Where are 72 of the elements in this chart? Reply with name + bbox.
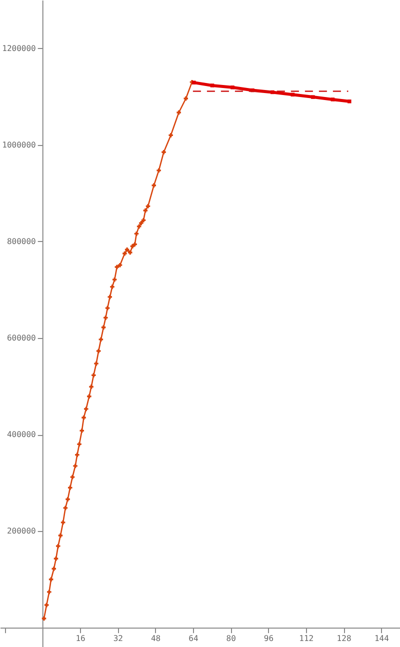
point bbox=[192, 80, 196, 84]
point bbox=[110, 284, 114, 289]
x-tick-label: 80 bbox=[226, 634, 236, 644]
point bbox=[143, 208, 148, 213]
point bbox=[168, 133, 173, 138]
x-tick-label: 32 bbox=[113, 634, 124, 644]
point bbox=[66, 497, 70, 502]
point bbox=[136, 224, 142, 229]
point bbox=[118, 262, 122, 268]
point bbox=[128, 250, 132, 255]
point bbox=[101, 325, 106, 330]
x-tick-label: 144 bbox=[374, 634, 390, 644]
point bbox=[330, 98, 335, 102]
point bbox=[87, 394, 92, 399]
point bbox=[130, 244, 135, 248]
point bbox=[92, 373, 96, 378]
point bbox=[162, 150, 166, 154]
point bbox=[75, 452, 80, 457]
point bbox=[47, 590, 52, 594]
point bbox=[58, 533, 63, 538]
y-tick-label: 400000 bbox=[6, 430, 36, 440]
y-tick-label: 1200000 bbox=[2, 44, 36, 53]
point bbox=[89, 384, 94, 389]
point bbox=[141, 218, 146, 222]
point bbox=[112, 277, 117, 282]
point bbox=[230, 86, 234, 90]
point bbox=[176, 110, 181, 115]
point bbox=[54, 556, 58, 561]
point bbox=[80, 428, 84, 433]
point bbox=[348, 100, 352, 104]
point bbox=[114, 264, 120, 270]
point bbox=[60, 520, 66, 525]
point bbox=[73, 464, 78, 468]
point bbox=[70, 474, 75, 480]
point bbox=[311, 95, 315, 99]
x-tick-label: 48 bbox=[150, 634, 161, 644]
point bbox=[124, 248, 130, 252]
x-tick-label: 112 bbox=[299, 634, 314, 644]
point bbox=[94, 361, 98, 366]
point bbox=[152, 183, 156, 188]
point bbox=[210, 84, 214, 88]
y-tick-label: 1000000 bbox=[2, 140, 36, 150]
point bbox=[63, 506, 68, 510]
point bbox=[139, 220, 144, 226]
point bbox=[98, 337, 104, 342]
point bbox=[184, 96, 188, 101]
point bbox=[42, 616, 46, 621]
point bbox=[270, 90, 274, 94]
x-tick-label: 16 bbox=[76, 634, 86, 644]
x-tick-label: 128 bbox=[336, 634, 352, 644]
x-tick-label: 96 bbox=[264, 634, 274, 644]
point bbox=[156, 168, 161, 173]
point bbox=[104, 316, 108, 320]
point bbox=[134, 232, 139, 236]
point bbox=[105, 306, 110, 310]
y-tick-label: 200000 bbox=[6, 526, 36, 536]
point bbox=[82, 416, 86, 420]
point bbox=[122, 251, 127, 256]
point bbox=[44, 602, 49, 608]
point bbox=[132, 242, 137, 246]
point bbox=[56, 544, 60, 548]
point bbox=[77, 442, 82, 446]
y-tick-label: 800000 bbox=[6, 236, 36, 246]
point bbox=[84, 406, 88, 412]
x-tick-label: 64 bbox=[188, 634, 198, 644]
point bbox=[108, 294, 112, 300]
point bbox=[146, 204, 150, 208]
point bbox=[48, 577, 54, 582]
y-tick-label: 600000 bbox=[6, 333, 36, 342]
point bbox=[52, 566, 56, 571]
point bbox=[96, 348, 101, 354]
point bbox=[68, 486, 72, 490]
